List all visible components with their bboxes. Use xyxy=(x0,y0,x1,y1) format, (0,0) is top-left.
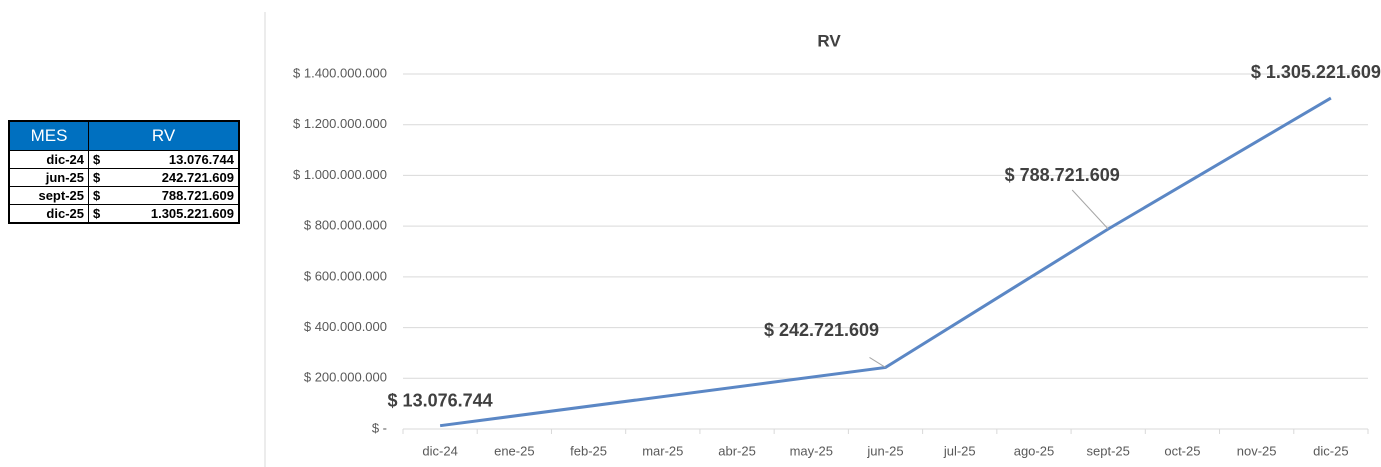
x-tick-label: nov-25 xyxy=(1237,443,1277,458)
y-tick-label: $ 200.000.000 xyxy=(304,370,387,385)
table-cell: sept-25 xyxy=(8,186,89,205)
header-cell: RV xyxy=(88,120,240,151)
leader-line xyxy=(869,357,886,368)
table-cell: 13.076.744 xyxy=(115,150,240,169)
x-tick-label: jul-25 xyxy=(943,443,976,458)
x-tick-label: ago-25 xyxy=(1014,443,1054,458)
leader-line xyxy=(1071,189,1109,230)
data-label: $ 13.076.744 xyxy=(388,390,493,410)
x-tick-label: sept-25 xyxy=(1087,443,1130,458)
table-row: jun-25 $242.721.609 xyxy=(8,168,240,187)
table-row: dic-24 $13.076.744 xyxy=(8,150,240,169)
x-tick-label: dic-24 xyxy=(422,443,457,458)
data-table: MES RV dic-24 $13.076.744 jun-25 $242.721.6… xyxy=(8,120,240,224)
table-row: dic-25 $1.305.221.609 xyxy=(8,204,240,224)
y-tick-label: $ 600.000.000 xyxy=(304,268,387,283)
data-label: $ 788.721.609 xyxy=(1005,165,1120,185)
y-tick-label: $ 800.000.000 xyxy=(304,218,387,233)
y-tick-label: $ 1.400.000.000 xyxy=(293,65,387,80)
x-tick-label: feb-25 xyxy=(570,443,607,458)
x-tick-label: ene-25 xyxy=(494,443,534,458)
x-tick-label: jun-25 xyxy=(866,443,903,458)
line xyxy=(439,96,1332,428)
x-tick-label: mar-25 xyxy=(642,443,683,458)
table-cell: 1.305.221.609 xyxy=(115,204,240,224)
table-cell: 788.721.609 xyxy=(115,186,240,205)
y-tick-label: $ 1.000.000.000 xyxy=(293,167,387,182)
y-tick-label: $ 400.000.000 xyxy=(304,319,387,334)
x-tick-label: abr-25 xyxy=(718,443,756,458)
chart-title: RV xyxy=(817,31,841,50)
table-cell: dic-25 xyxy=(8,204,89,224)
table-cell: $ xyxy=(88,186,115,205)
table-cell: $ xyxy=(88,204,115,224)
y-tick-label: $ - xyxy=(372,420,387,435)
y-tick-label: $ 1.200.000.000 xyxy=(293,116,387,131)
x-tick-label: oct-25 xyxy=(1164,443,1200,458)
x-tick-label: may-25 xyxy=(790,443,833,458)
table-row: sept-25 $788.721.609 xyxy=(8,186,240,205)
data-label: $ 1.305.221.609 xyxy=(1251,62,1381,82)
data-label: $ 242.721.609 xyxy=(764,320,879,340)
x-tick-label: dic-25 xyxy=(1313,443,1348,458)
